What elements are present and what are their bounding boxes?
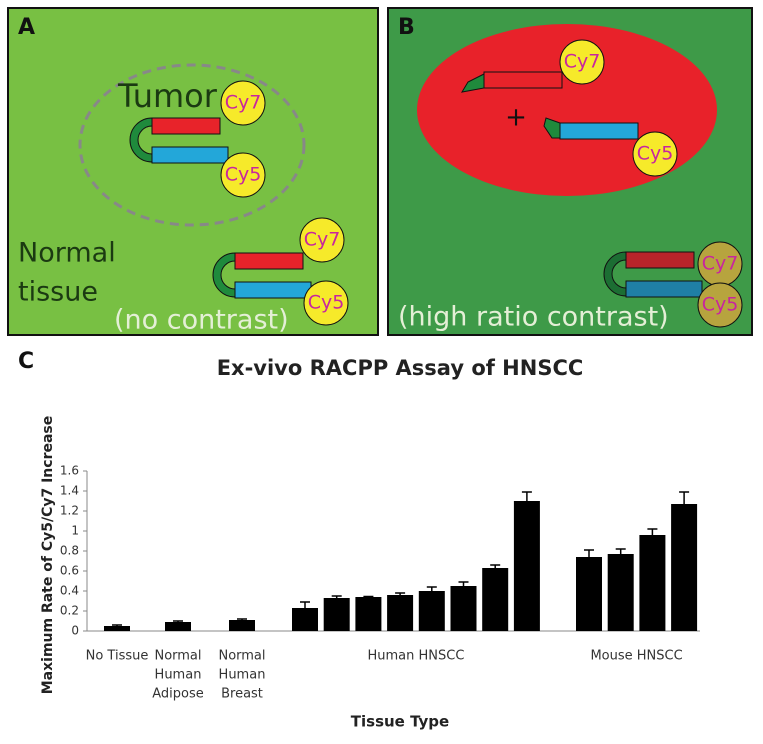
dye-label: Cy5	[637, 143, 674, 165]
panel-b: B + Cy7 Cy5 Cy7 Cy5 (high ratio contrast…	[387, 7, 753, 336]
x-group-label: Human	[155, 668, 202, 683]
dye-circle	[220, 152, 266, 198]
dye-label: Cy7	[564, 51, 601, 73]
x-group-label: Human	[219, 668, 266, 683]
x-group-label: Adipose	[152, 687, 204, 702]
chart-title: Ex-vivo RACPP Assay of HNSCC	[217, 356, 584, 380]
bar	[387, 595, 414, 631]
error-bar	[363, 595, 374, 598]
error-bar	[300, 601, 310, 608]
bar	[355, 597, 382, 631]
error-bar	[615, 548, 626, 554]
bar	[482, 568, 509, 631]
dye-label: Cy7	[304, 229, 341, 251]
x-group-label: No Tissue	[86, 649, 149, 664]
y-tick-label: 0	[71, 624, 79, 638]
tumor-outline	[78, 63, 306, 227]
dye-circle	[303, 280, 349, 326]
bar	[323, 598, 350, 631]
y-tick-label: 1.6	[60, 464, 79, 478]
tumor-label: Tumor	[117, 77, 218, 115]
error-bar	[458, 581, 469, 586]
bar	[576, 557, 602, 631]
y-tick-label: 0.6	[60, 564, 79, 578]
panel-a: A Tumor Cy7 Cy5 Normal tissue Cy7 Cy5 (n…	[7, 7, 379, 336]
dye-label: Cy5	[702, 294, 739, 316]
error-bar	[395, 592, 406, 595]
bar	[639, 535, 666, 631]
panel-label: C	[18, 349, 34, 374]
y-tick-label: 1.2	[60, 504, 79, 518]
dye-label: Cy5	[308, 292, 345, 314]
error-bar	[521, 491, 532, 501]
x-group-label: Breast	[221, 687, 263, 702]
dye-circle	[632, 131, 678, 177]
dye-label: Cy7	[702, 253, 739, 275]
bar	[607, 554, 634, 631]
y-tick-label: 1	[71, 524, 79, 538]
bar	[292, 608, 318, 631]
bar	[165, 622, 191, 631]
error-bar	[237, 618, 247, 620]
error-bar	[426, 586, 437, 591]
error-bar	[173, 620, 183, 622]
error-bar	[112, 624, 122, 626]
bar	[229, 620, 255, 631]
bar	[418, 591, 445, 631]
bar	[671, 504, 698, 631]
error-bar	[679, 491, 690, 504]
panel-label: B	[398, 15, 415, 40]
y-tick-label: 1.4	[60, 484, 79, 498]
bar	[104, 626, 130, 631]
dye-label: Cy7	[225, 92, 262, 114]
x-axis-title: Tissue Type	[351, 713, 449, 731]
plus: +	[505, 103, 527, 133]
normal-label: tissue	[18, 277, 98, 308]
bar	[513, 501, 540, 631]
dye-circle	[559, 39, 605, 85]
x-group-label: Normal	[218, 649, 265, 664]
x-group-label: Mouse HNSCC	[590, 649, 682, 664]
y-tick-label: 0.2	[60, 604, 79, 618]
fragment	[483, 71, 563, 89]
panel-label: A	[18, 15, 35, 40]
dye-label: Cy5	[225, 164, 262, 186]
dye-circle	[220, 80, 266, 126]
bar	[450, 586, 477, 631]
panel-a-bg	[7, 7, 379, 336]
x-group-label: Normal	[154, 649, 201, 664]
x-group-label: Human HNSCC	[367, 649, 464, 664]
error-bar	[490, 564, 501, 568]
plot: 0 0.2 0.4 0.6 0.8 1 1.2 1.4 1.6 No Tissue Normal Hu…	[60, 464, 700, 702]
fragment	[559, 122, 639, 140]
y-tick-label: 0.8	[60, 544, 79, 558]
dye-circle	[299, 217, 345, 263]
error-bar	[584, 549, 594, 557]
caption: (no contrast)	[114, 305, 289, 336]
error-bar	[331, 595, 342, 598]
y-tick-label: 0.4	[60, 584, 79, 598]
error-bar	[647, 528, 658, 535]
y-axis-title: Maximum Rate of Cy5/Cy7 Increase	[40, 416, 56, 695]
normal-label: Normal	[18, 238, 116, 269]
caption: (high ratio contrast)	[398, 302, 669, 333]
dye-circle	[697, 282, 743, 328]
